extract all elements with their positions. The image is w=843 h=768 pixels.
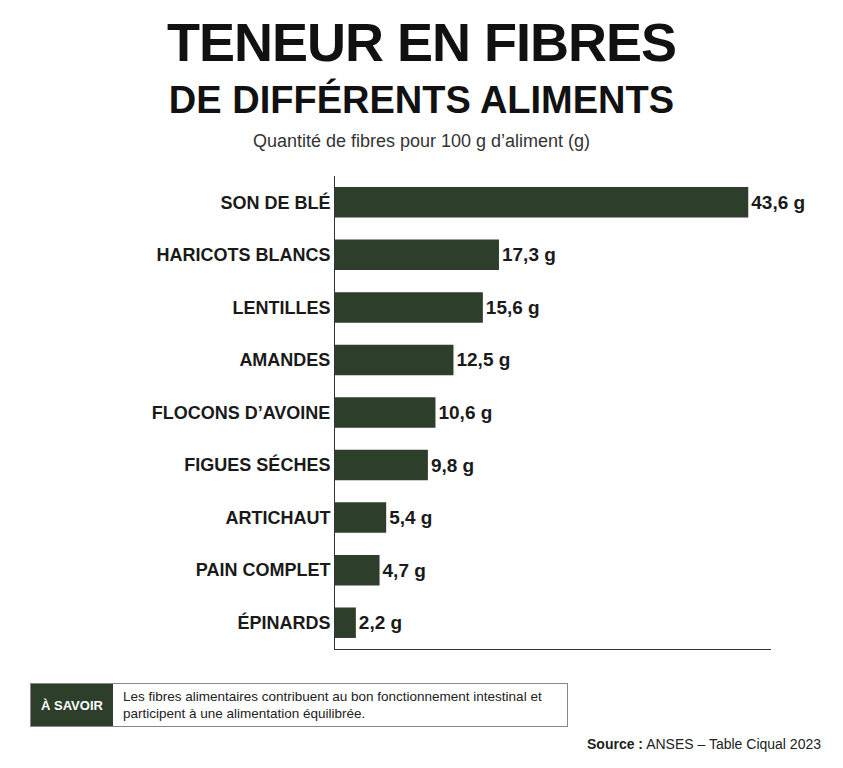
html-text:Source : ANSES – Table Ciqual: Source : ANSES – Table Ciqual 2023 [587, 736, 821, 752]
svg-text:17,3 g: 17,3 g [502, 244, 556, 265]
svg-text:HARICOTS BLANCS: HARICOTS BLANCS [156, 245, 330, 265]
svg-text:10,6 g: 10,6 g [438, 402, 492, 423]
svg-text:9,8 g: 9,8 g [431, 455, 474, 476]
svg-text:FIGUES SÉCHES: FIGUES SÉCHES [184, 454, 330, 475]
svg-text:AMANDES: AMANDES [239, 350, 330, 370]
html-text:TENEUR EN FIBRES: TENEUR EN FIBRES [167, 12, 676, 72]
svg-text:2,2 g: 2,2 g [359, 612, 402, 633]
svg-text:SON DE BLÉ: SON DE BLÉ [220, 192, 330, 213]
html-text:Les fibres alimentaires contri: Les fibres alimentaires contribuent au b… [122, 689, 542, 721]
svg-text:43,6 g: 43,6 g [751, 192, 805, 213]
svg-text:PAIN COMPLET: PAIN COMPLET [196, 560, 331, 580]
html-text:Quantité de fibres pour 100 g: Quantité de fibres pour 100 g d’aliment … [252, 131, 591, 151]
svg-text:15,6 g: 15,6 g [486, 297, 540, 318]
html-text:DE DIFFÉRENTS ALIMENTS: DE DIFFÉRENTS ALIMENTS [168, 79, 675, 121]
svg-text:ARTICHAUT: ARTICHAUT [225, 508, 330, 528]
svg-text:LENTILLES: LENTILLES [232, 298, 330, 318]
svg-text:12,5 g: 12,5 g [456, 349, 510, 370]
svg-text:FLOCONS D’AVOINE: FLOCONS D’AVOINE [152, 403, 331, 423]
html-text:À SAVOIR: À SAVOIR [41, 697, 103, 713]
svg-text:4,7 g: 4,7 g [383, 560, 426, 581]
svg-text:5,4 g: 5,4 g [389, 507, 432, 528]
svg-text:ÉPINARDS: ÉPINARDS [237, 612, 330, 633]
